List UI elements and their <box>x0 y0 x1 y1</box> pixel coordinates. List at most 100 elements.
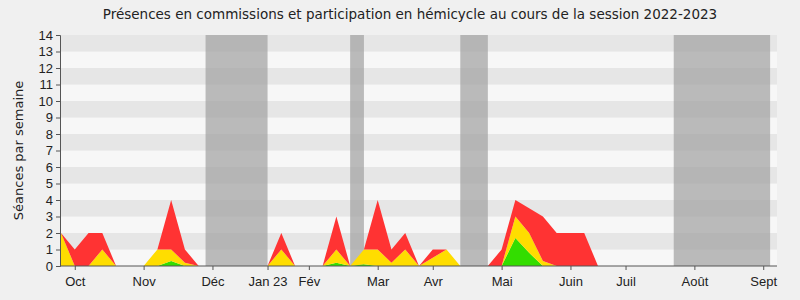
x-tick-label: Avr <box>424 274 444 289</box>
y-tick-label: 4 <box>46 193 53 208</box>
grid-stripe <box>60 134 777 151</box>
y-tick: 6 <box>46 160 60 175</box>
y-tick-label: 11 <box>40 77 54 92</box>
x-tick-label: Jan 23 <box>249 274 288 289</box>
x-tick-label: Mai <box>492 274 513 289</box>
y-tick: 7 <box>46 143 60 158</box>
grid-stripe <box>60 52 777 69</box>
x-axis-line <box>60 266 777 267</box>
grid <box>60 35 777 266</box>
shaded-range <box>460 35 488 266</box>
y-tick-label: 14 <box>39 28 53 43</box>
x-tick: Mar <box>367 266 390 289</box>
x-tick-label: Nov <box>133 274 157 289</box>
x-tick-label: Juil <box>616 274 636 289</box>
grid-stripe <box>60 68 777 85</box>
x-tick-mark <box>268 266 269 270</box>
y-tick-label: 6 <box>46 160 53 175</box>
x-tick-mark <box>763 266 764 270</box>
x-tick: Fév <box>299 266 321 289</box>
y-tick-mark <box>56 85 60 86</box>
y-tick-mark <box>56 167 60 168</box>
x-tick: Déc <box>201 266 225 289</box>
shaded-range <box>350 35 364 266</box>
grid-stripe <box>60 151 777 168</box>
x-tick: Mai <box>492 266 513 289</box>
y-tick: 10 <box>39 94 60 109</box>
x-tick-label: Mar <box>367 274 390 289</box>
x-tick: Jan 23 <box>249 266 288 289</box>
x-tick-label: Fév <box>299 274 321 289</box>
y-tick-label: 8 <box>46 127 53 142</box>
title: Présences en commissions et participatio… <box>103 6 717 22</box>
y-tick-mark <box>56 250 60 251</box>
x-tick-label: Oct <box>65 274 86 289</box>
y-tick-mark <box>56 118 60 119</box>
y-tick: 0 <box>46 259 60 274</box>
grid-stripe <box>60 184 777 201</box>
background <box>0 0 800 300</box>
y-tick-label: 12 <box>39 61 53 76</box>
x-tick-mark <box>144 266 145 270</box>
shaded-range <box>674 35 770 266</box>
y-tick-mark <box>56 35 60 36</box>
x-tick-mark <box>433 266 434 270</box>
y-tick-mark <box>56 68 60 69</box>
x-tick-mark <box>75 266 76 270</box>
y-tick-mark <box>56 101 60 102</box>
x-tick-mark <box>626 266 627 270</box>
x-tick-mark <box>378 266 379 270</box>
y-tick: 4 <box>46 193 60 208</box>
x-tick-label: Juin <box>559 274 583 289</box>
y-tick: 13 <box>39 44 60 59</box>
x-tick-label: Sept <box>750 274 777 289</box>
grid-stripe <box>60 118 777 135</box>
x-tick-mark <box>570 266 571 270</box>
y-tick: 11 <box>40 77 61 92</box>
x-tick-mark <box>212 266 213 270</box>
x-tick: Nov <box>133 266 157 289</box>
y-tick-mark <box>56 233 60 234</box>
x-tick-label: Déc <box>201 274 225 289</box>
y-axis-title: Séances par semaine <box>11 81 26 220</box>
y-tick: 8 <box>46 127 60 142</box>
plot-area <box>61 35 777 266</box>
area-series <box>61 200 777 266</box>
y-tick-label: 10 <box>39 94 53 109</box>
y-tick: 1 <box>46 242 60 257</box>
y-tick-label: 13 <box>39 44 53 59</box>
y-tick-mark <box>56 151 60 152</box>
y-tick-mark <box>56 200 60 201</box>
y-tick: 3 <box>46 209 60 224</box>
y-axis: 01234567891011121314 <box>39 28 61 274</box>
x-axis: Oct Nov Déc Jan 23 Fév Mar Avr Mai Juin Juil Août S… <box>60 266 777 289</box>
y-tick: 9 <box>46 110 60 125</box>
y-tick-label: 1 <box>46 242 53 257</box>
grid-stripe <box>60 35 777 52</box>
y-tick: 5 <box>46 176 60 191</box>
y-tick-mark <box>56 52 60 53</box>
y-tick-label: 3 <box>46 209 53 224</box>
x-tick: Juil <box>616 266 636 289</box>
grid-stripe <box>60 101 777 118</box>
chart: Oct Nov Déc Jan 23 Fév Mar Avr Mai Juin Juil Août S… <box>0 0 800 300</box>
y-tick: 14 <box>39 28 60 43</box>
y-tick: 2 <box>46 226 60 241</box>
x-tick-mark <box>502 266 503 270</box>
x-tick-mark <box>694 266 695 270</box>
x-tick: Juin <box>559 266 583 289</box>
x-tick-mark <box>309 266 310 270</box>
y-tick-label: 0 <box>46 259 53 274</box>
x-tick: Sept <box>750 266 777 289</box>
shaded-range <box>206 35 268 266</box>
x-tick-label: Août <box>682 274 709 289</box>
y-tick-mark <box>56 184 60 185</box>
x-tick: Août <box>682 266 709 289</box>
y-tick: 12 <box>39 61 60 76</box>
x-tick: Oct <box>65 266 86 289</box>
y-tick-label: 9 <box>46 110 53 125</box>
y-tick-label: 5 <box>46 176 53 191</box>
y-tick-label: 2 <box>46 226 53 241</box>
y-tick-mark <box>56 217 60 218</box>
y-tick-label: 7 <box>46 143 53 158</box>
